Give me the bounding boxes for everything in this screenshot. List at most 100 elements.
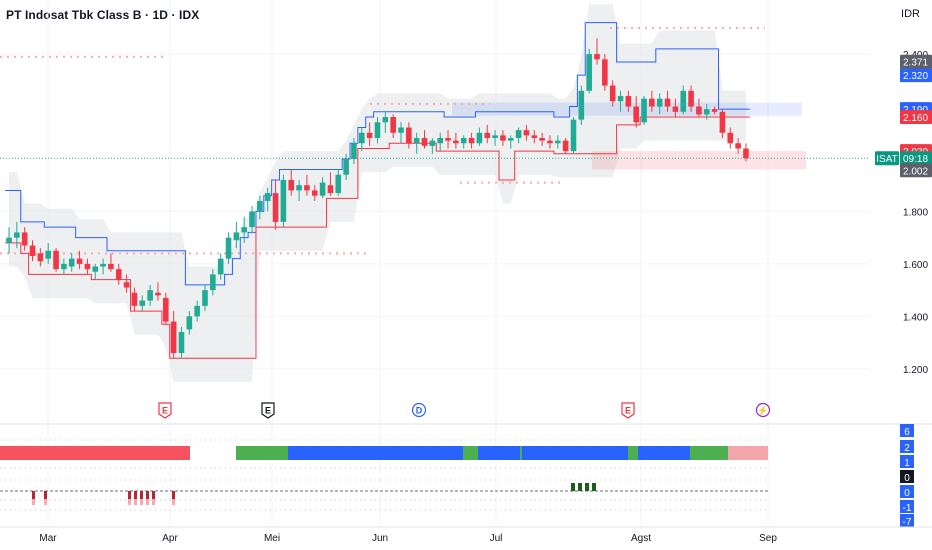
candle <box>382 111 389 133</box>
candle-body <box>727 132 734 144</box>
candle <box>539 132 545 146</box>
osc-bar-neg <box>146 491 149 499</box>
price-badge-text: 2.160 <box>903 113 928 124</box>
osc-bar-neg-light <box>134 499 137 505</box>
currency-label[interactable]: IDR <box>901 8 920 20</box>
candle <box>100 258 106 275</box>
candle <box>437 132 443 152</box>
candle <box>578 85 585 125</box>
time-tick-label: Apr <box>162 533 178 544</box>
candle <box>61 258 67 275</box>
candle <box>366 122 373 146</box>
candle-body <box>359 132 365 144</box>
candle <box>155 282 161 301</box>
event-marker-earnings: E <box>621 402 635 419</box>
candle <box>531 130 538 144</box>
candle <box>649 90 655 112</box>
candle <box>656 93 663 115</box>
candle-body <box>100 263 106 267</box>
candle <box>319 177 326 199</box>
price-badge-bg <box>900 151 932 166</box>
candle-body <box>327 185 334 194</box>
candle-body <box>570 119 577 152</box>
event-markers: E E D E ⚡ <box>158 402 771 419</box>
time-tick-label: Mar <box>39 533 57 544</box>
osc-axis-label: 2 <box>904 443 910 454</box>
candle-body <box>186 316 193 330</box>
candle-body <box>602 59 608 86</box>
candle-body <box>249 211 255 228</box>
candle-body <box>257 200 263 212</box>
candle <box>311 185 318 201</box>
candle <box>131 287 138 312</box>
candle <box>735 138 741 154</box>
signal-segment <box>0 446 190 460</box>
candle <box>241 216 247 243</box>
price-badge-bg <box>900 54 932 69</box>
event-shield <box>261 402 275 419</box>
candle-body <box>217 258 224 275</box>
candle-body <box>413 138 420 144</box>
candle-body <box>578 90 585 120</box>
candle <box>280 174 287 228</box>
candle-body <box>68 258 75 267</box>
osc-axis-label: 0 <box>904 473 910 484</box>
candle-body <box>680 90 687 112</box>
signal-segment <box>690 446 728 460</box>
candle <box>225 232 232 264</box>
candle-body <box>445 138 451 141</box>
candle-body <box>664 98 671 107</box>
candle-body <box>703 109 710 115</box>
candle-body <box>453 140 459 144</box>
candle <box>413 132 420 154</box>
osc-axis-badge <box>900 424 914 437</box>
candle <box>37 248 44 267</box>
candle-body <box>492 135 498 139</box>
candle-body <box>304 185 310 191</box>
candle-body <box>6 237 12 243</box>
event-label: D <box>416 406 423 416</box>
candle <box>696 98 702 118</box>
candle <box>272 179 279 230</box>
price-badge-bg <box>900 68 932 83</box>
osc-axis-badge <box>900 514 914 527</box>
price-badge: 2.002 <box>900 163 932 178</box>
candle <box>186 311 193 335</box>
candle <box>609 80 616 107</box>
osc-bar-neg <box>152 491 155 499</box>
candle-body <box>61 263 67 270</box>
candle <box>460 135 467 149</box>
price-tick-label: 1.600 <box>903 260 928 271</box>
candle <box>335 169 342 196</box>
candle <box>21 227 28 251</box>
candle-body <box>123 282 130 288</box>
candle <box>641 96 647 125</box>
osc-axis-badge <box>900 485 914 498</box>
candle-body <box>225 237 232 259</box>
candle-body <box>484 132 491 139</box>
price-badge-text: 09:18 <box>903 154 928 165</box>
candle <box>304 174 310 196</box>
osc-bar-neg-light <box>44 499 47 505</box>
candle-body <box>14 232 20 238</box>
signal-segment <box>478 446 520 460</box>
candle-body <box>398 127 404 133</box>
candle-body <box>351 143 357 159</box>
candle-body <box>390 117 396 133</box>
candle <box>703 103 710 120</box>
candle-body <box>147 290 153 301</box>
candle <box>492 130 498 146</box>
candle-body <box>241 227 247 233</box>
osc-axis-label: 1 <box>904 458 910 469</box>
symbol-tag <box>875 151 899 166</box>
candle-body <box>374 122 381 139</box>
candle <box>672 98 679 118</box>
candle-body <box>163 297 169 322</box>
event-label: E <box>265 406 271 416</box>
candle-body <box>547 140 553 144</box>
candle-body <box>202 290 208 306</box>
signal-segment <box>463 446 478 460</box>
osc-bar-pos <box>578 483 582 491</box>
candle <box>453 132 459 149</box>
